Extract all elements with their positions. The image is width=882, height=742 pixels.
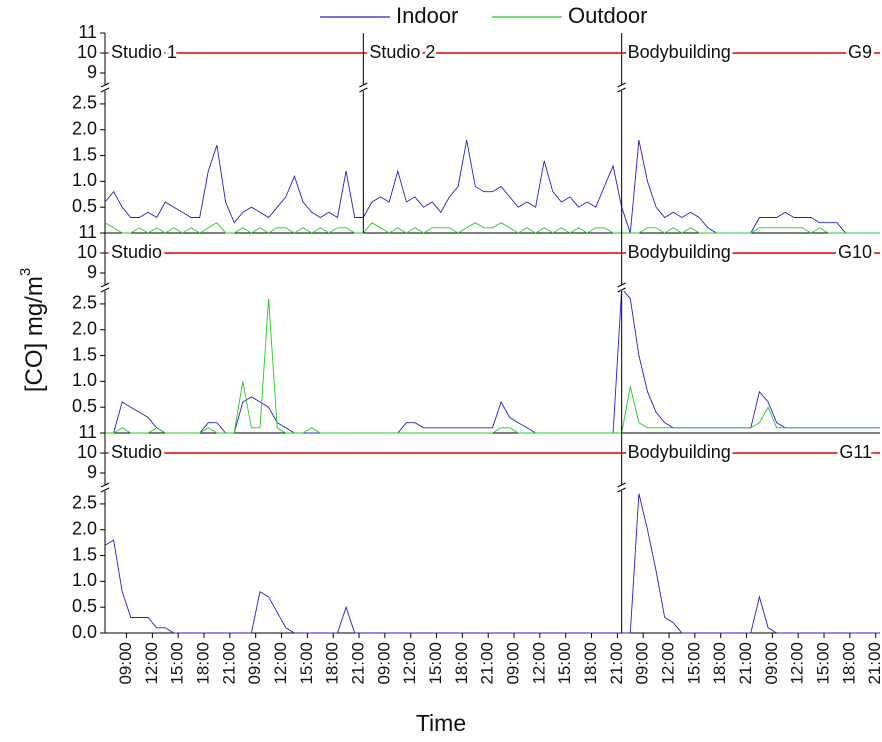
axis-break xyxy=(617,87,626,93)
x-tick-label: 09:00 xyxy=(116,642,135,685)
x-tick-label: 09:00 xyxy=(762,642,781,685)
x-tick-label: 15:00 xyxy=(684,642,703,685)
y-tick-label: 0.0 xyxy=(72,622,97,642)
axis-break xyxy=(100,487,110,493)
y-tick-label: 0.5 xyxy=(72,196,97,216)
x-tick-label: 15:00 xyxy=(297,642,316,685)
y-tick-label: 11 xyxy=(78,22,97,42)
axis-break xyxy=(617,482,626,488)
x-tick-label: 21:00 xyxy=(478,642,497,685)
axis-break xyxy=(359,87,368,93)
axis-break xyxy=(617,282,626,288)
axis-break xyxy=(617,487,626,493)
axis-break xyxy=(100,82,110,88)
x-tick-label: 21:00 xyxy=(219,642,238,685)
y-tick-label: 2.5 xyxy=(72,493,97,513)
y-tick-label: 10 xyxy=(77,442,97,462)
x-tick-label: 12:00 xyxy=(400,642,419,685)
x-tick-label: 15:00 xyxy=(555,642,574,685)
x-tick-label: 09:00 xyxy=(504,642,523,685)
y-axis-title: [CO] mg/m3 xyxy=(17,268,48,392)
axis-break xyxy=(100,282,110,288)
x-tick-label: 18:00 xyxy=(710,642,729,685)
y-tick-label: 1.5 xyxy=(72,144,97,164)
x-tick-label: 09:00 xyxy=(633,642,652,685)
y-tick-label: 10 xyxy=(77,42,97,62)
y-tick-label: 2.5 xyxy=(72,293,97,313)
x-tick-label: 15:00 xyxy=(814,642,833,685)
axis-break-gap xyxy=(617,485,626,491)
panel-label: Studio 2 xyxy=(369,42,435,62)
x-tick-label: 21:00 xyxy=(349,642,368,685)
legend-label: Outdoor xyxy=(568,3,648,28)
axis-break xyxy=(100,287,110,293)
y-tick-label: 2.0 xyxy=(72,518,97,538)
y-tick-label: 2.0 xyxy=(72,318,97,338)
panel-label: Bodybuilding xyxy=(628,442,731,462)
y-tick-label: 1.0 xyxy=(72,370,97,390)
x-tick-label: 15:00 xyxy=(426,642,445,685)
panel-label: Studio 1 xyxy=(111,42,177,62)
x-tick-label: 18:00 xyxy=(839,642,858,685)
x-tick-label: 09:00 xyxy=(245,642,264,685)
x-tick-label: 21:00 xyxy=(736,642,755,685)
y-tick-label: 9 xyxy=(87,262,97,282)
axis-break-gap xyxy=(101,285,109,291)
x-tick-label: 15:00 xyxy=(168,642,187,685)
y-tick-label: 11 xyxy=(78,222,97,242)
x-tick-label: 12:00 xyxy=(529,642,548,685)
y-tick-label: 0.5 xyxy=(72,596,97,616)
axis-break xyxy=(359,82,368,88)
y-tick-label: 0.5 xyxy=(72,396,97,416)
axis-break xyxy=(100,87,110,93)
axis-break xyxy=(617,82,626,88)
x-tick-label: 18:00 xyxy=(323,642,342,685)
axis-break xyxy=(617,287,626,293)
group-label: G11 xyxy=(839,442,872,462)
y-tick-label: 11 xyxy=(78,422,97,442)
y-axis-title-sup: 3 xyxy=(17,268,34,276)
panel-label: Bodybuilding xyxy=(628,242,731,262)
y-tick-label: 1.0 xyxy=(72,170,97,190)
axis-break-gap xyxy=(617,85,626,91)
panel-label: Studio xyxy=(111,442,162,462)
x-tick-label: 12:00 xyxy=(659,642,678,685)
x-axis-title: Time xyxy=(416,710,466,736)
data-line xyxy=(104,493,880,634)
x-tick-label: 21:00 xyxy=(865,642,882,685)
y-tick-label: 1.5 xyxy=(72,344,97,364)
axis-break xyxy=(100,482,110,488)
group-label: G10 xyxy=(838,242,872,262)
y-tick-label: 9 xyxy=(87,62,97,82)
y-tick-label: 2.5 xyxy=(72,93,97,113)
data-line xyxy=(104,140,880,234)
y-tick-label: 2.0 xyxy=(72,118,97,138)
x-tick-label: 18:00 xyxy=(452,642,471,685)
axis-break-gap xyxy=(101,85,109,91)
x-tick-label: 12:00 xyxy=(788,642,807,685)
y-tick-label: 10 xyxy=(77,242,97,262)
x-tick-label: 18:00 xyxy=(581,642,600,685)
y-tick-label: 1.5 xyxy=(72,544,97,564)
panel-label: Studio xyxy=(111,242,162,262)
x-tick-label: 12:00 xyxy=(271,642,290,685)
legend-label: Indoor xyxy=(396,3,458,28)
x-tick-label: 12:00 xyxy=(142,642,161,685)
x-tick-label: 18:00 xyxy=(194,642,213,685)
axis-break-gap xyxy=(359,85,368,91)
x-tick-label: 21:00 xyxy=(607,642,626,685)
axis-break-gap xyxy=(101,485,109,491)
data-line xyxy=(104,222,880,234)
y-tick-label: 9 xyxy=(87,462,97,482)
x-tick-label: 09:00 xyxy=(374,642,393,685)
panel-label: Bodybuilding xyxy=(628,42,731,62)
data-line xyxy=(105,287,880,434)
y-axis-title-text: [CO] mg/m xyxy=(21,276,48,392)
axis-break-gap xyxy=(617,285,626,291)
group-label: G9 xyxy=(848,42,872,62)
y-tick-label: 1.0 xyxy=(72,570,97,590)
data-line xyxy=(105,298,880,434)
